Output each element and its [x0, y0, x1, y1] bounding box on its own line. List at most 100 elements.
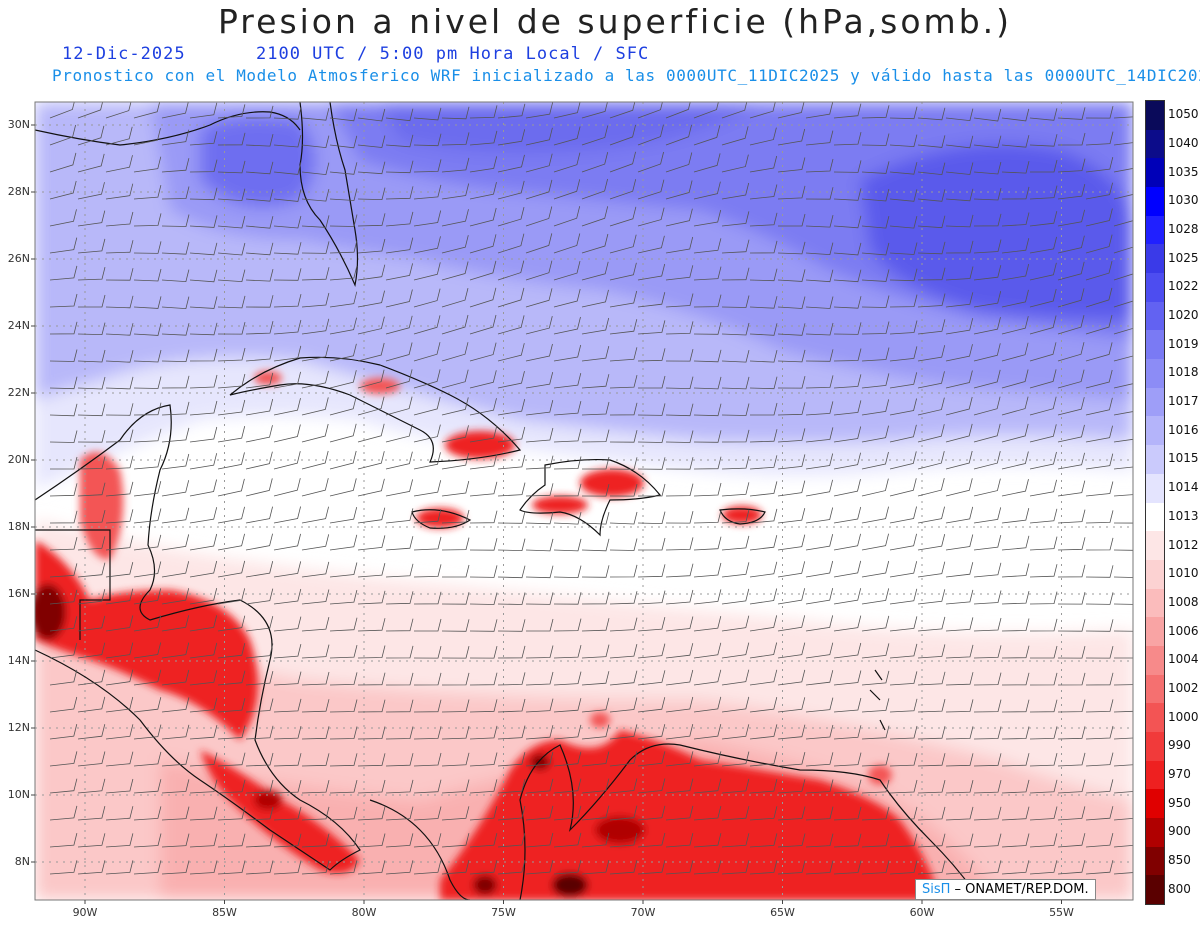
- wind-barb: [329, 534, 358, 551]
- wind-barb: [805, 453, 834, 470]
- wind-barb: [1029, 672, 1058, 686]
- wind-barb: [889, 294, 918, 308]
- wind-barb: [245, 134, 274, 147]
- colorbar-label: 1018: [1168, 365, 1199, 380]
- wind-barb: [49, 124, 76, 146]
- wind-barb: [49, 669, 78, 686]
- wind-barb: [1029, 288, 1057, 308]
- wind-barb: [1001, 508, 1030, 524]
- wind-barb: [861, 242, 890, 256]
- wind-barb: [805, 697, 834, 713]
- wind-barb: [469, 538, 498, 551]
- wind-barb: [49, 860, 78, 875]
- wind-barb: [1029, 699, 1058, 713]
- wind-barb: [1085, 425, 1113, 443]
- wind-barb: [973, 535, 1002, 551]
- wind-barb: [637, 151, 664, 173]
- wind-barb: [385, 672, 414, 686]
- wind-barb: [329, 423, 357, 443]
- wind-barb: [77, 536, 106, 551]
- wind-barb: [329, 343, 357, 362]
- wind-barb: [1113, 327, 1133, 335]
- wind-barb: [693, 349, 722, 363]
- wind-barb: [133, 268, 162, 282]
- wind-barb: [777, 561, 806, 578]
- wind-barb: [609, 234, 637, 254]
- wind-barb: [1113, 710, 1133, 713]
- colorbar-label: 1013: [1168, 508, 1199, 523]
- wind-barb: [833, 322, 862, 335]
- wind-barb: [553, 860, 582, 875]
- wind-barb: [1029, 185, 1058, 200]
- wind-barb: [357, 451, 385, 470]
- wind-barb: [105, 615, 134, 632]
- wind-barb: [77, 349, 106, 363]
- wind-barb: [1057, 806, 1086, 821]
- wind-barb: [609, 644, 638, 659]
- lat-label: 8N: [14, 855, 30, 868]
- wind-barb: [721, 860, 750, 875]
- wind-barb: [413, 315, 441, 335]
- wind-barb: [245, 561, 274, 578]
- wind-barb: [189, 187, 218, 201]
- wind-barb: [273, 753, 302, 767]
- wind-barb: [385, 396, 413, 416]
- wind-barb: [329, 562, 358, 578]
- wind-barb: [385, 726, 414, 740]
- wind-barb: [833, 725, 862, 740]
- wind-barb: [273, 319, 302, 335]
- colorbar-swatch: [1146, 158, 1164, 188]
- wind-barb: [1085, 806, 1114, 821]
- wind-barb: [861, 752, 890, 767]
- wind-barb: [833, 588, 862, 605]
- land-lows: [35, 371, 940, 900]
- wind-barb: [385, 451, 413, 470]
- colorbar-label: 1019: [1168, 336, 1199, 351]
- wind-barb: [777, 269, 806, 282]
- wind-barb: [749, 240, 778, 254]
- wind-barb: [357, 187, 386, 201]
- wind-barb: [973, 726, 1002, 740]
- wind-barb: [693, 589, 722, 605]
- wind-barb: [1113, 522, 1133, 524]
- wind-barb: [721, 806, 750, 821]
- wind-barb: [413, 833, 442, 848]
- wind-barb: [525, 179, 553, 200]
- wind-barb: [301, 506, 329, 524]
- wind-barb: [889, 398, 917, 416]
- wind-barb: [189, 479, 217, 497]
- wind-barb: [1085, 752, 1114, 767]
- wind-barb: [385, 591, 414, 605]
- wind-barb: [581, 152, 609, 173]
- wind-barb: [49, 510, 78, 524]
- wind-barb: [245, 506, 273, 524]
- wind-barb: [525, 565, 554, 579]
- wind-barb: [105, 295, 134, 309]
- wind-barb: [441, 480, 470, 497]
- wind-barb: [750, 402, 778, 416]
- wind-barb: [1057, 315, 1085, 335]
- wind-barb: [217, 506, 245, 524]
- wind-barb: [497, 180, 525, 200]
- wind-barb: [1113, 576, 1133, 578]
- wind-barb: [161, 427, 190, 443]
- wind-barb: [917, 833, 946, 848]
- wind-barb: [469, 646, 498, 659]
- wind-barb: [441, 860, 470, 875]
- pressure-map: [31, 101, 1134, 904]
- wind-barb: [385, 211, 414, 227]
- colorbar-label: 1010: [1168, 566, 1199, 581]
- wind-barb: [133, 860, 162, 875]
- wind-barb: [861, 373, 890, 389]
- coastlines: [35, 102, 981, 900]
- wind-barb: [917, 424, 945, 443]
- colorbar-label: 1020: [1168, 308, 1199, 323]
- wind-barb: [637, 860, 666, 875]
- wind-barb: [945, 108, 974, 122]
- wind-barb: [1001, 479, 1029, 497]
- wind-barb: [721, 267, 750, 281]
- wind-barb: [917, 451, 945, 470]
- lon-label: 65W: [770, 906, 795, 919]
- wind-barb: [49, 642, 78, 659]
- wind-barb: [581, 125, 609, 146]
